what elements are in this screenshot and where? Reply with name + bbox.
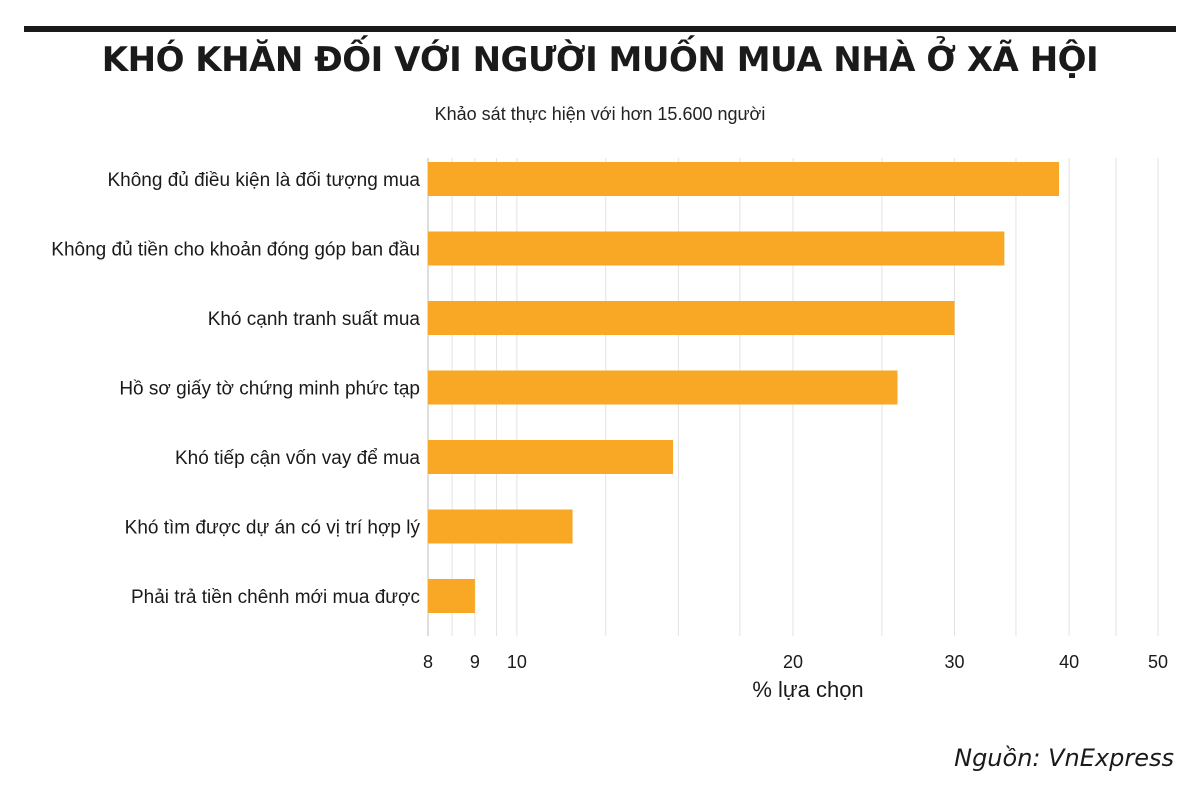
bar [428,579,475,613]
category-label: Không đủ tiền cho khoản đóng góp ban đầu [51,240,420,261]
x-tick-label: 40 [1059,652,1079,672]
bar [428,370,898,405]
bar [428,162,1060,196]
x-axis-title: % lựa chọn [752,677,863,702]
x-tick-label: 30 [944,652,964,672]
category-label: Khó cạnh tranh suất mua [208,309,421,330]
category-label: Không đủ điều kiện là đối tượng mua [108,170,421,191]
category-label: Khó tìm được dự án có vị trí hợp lý [125,518,421,539]
bar [428,231,1005,266]
bar [428,509,573,544]
x-tick-label: 10 [507,652,527,672]
x-tick-label: 8 [423,652,433,672]
category-label: Khó tiếp cận vốn vay để mua [175,448,420,469]
x-tick-label: 20 [783,652,803,672]
x-tick-label: 9 [470,652,480,672]
source-note: Nguồn: VnExpress [954,744,1174,772]
category-label: Hồ sơ giấy tờ chứng minh phức tạp [119,379,420,400]
bar [428,301,955,335]
top-rule [24,26,1176,32]
chart-title: KHÓ KHĂN ĐỐI VỚI NGƯỜI MUỐN MUA NHÀ Ở XÃ… [101,40,1099,80]
category-label: Phải trả tiền chênh mới mua được [131,587,420,608]
chart-subtitle: Khảo sát thực hiện với hơn 15.600 người [434,104,766,124]
bar [428,440,674,474]
x-tick-label: 50 [1148,652,1168,672]
